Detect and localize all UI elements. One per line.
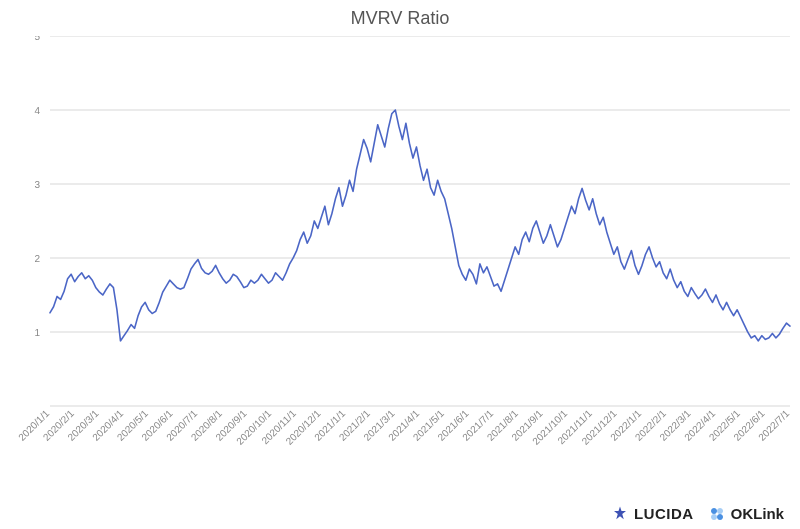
y-tick-label: 5: [34, 36, 40, 43]
footer-brands: LUCIDA OKLink: [611, 505, 784, 523]
brand-oklink-label: OKLink: [731, 506, 784, 523]
brand-lucida-label: LUCIDA: [634, 506, 694, 523]
brand-lucida: LUCIDA: [611, 505, 694, 523]
oklink-icon: [708, 505, 726, 523]
mvrv-chart: 123452020/1/12020/2/12020/3/12020/4/1202…: [0, 36, 800, 496]
brand-oklink: OKLink: [708, 505, 784, 523]
y-tick-label: 2: [34, 254, 40, 265]
y-tick-label: 4: [34, 106, 40, 117]
y-tick-label: 1: [34, 328, 40, 339]
mvrv-line: [50, 110, 790, 341]
chart-title: MVRV Ratio: [0, 8, 800, 29]
lucida-icon: [611, 505, 629, 523]
y-tick-label: 3: [34, 180, 40, 191]
